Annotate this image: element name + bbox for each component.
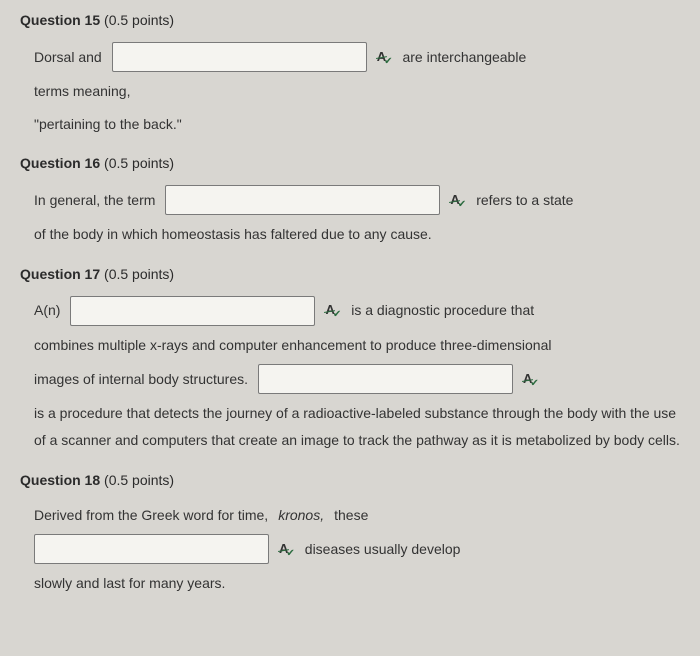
- spellcheck-icon[interactable]: A✔: [279, 537, 295, 562]
- question-points: (0.5 points): [104, 472, 174, 488]
- q17-text-2: is a diagnostic procedure that: [351, 297, 534, 324]
- q17-text-3: combines multiple x-rays and computer en…: [34, 332, 552, 359]
- q15-text-1: Dorsal and: [34, 44, 102, 71]
- spellcheck-icon[interactable]: A✔: [523, 367, 539, 392]
- question-points: (0.5 points): [104, 12, 174, 28]
- q17-text-1: A(n): [34, 297, 60, 324]
- spellcheck-icon[interactable]: A✔: [377, 45, 393, 70]
- question-15: Question 15 (0.5 points) Dorsal and A✔ a…: [20, 12, 680, 137]
- spellcheck-icon[interactable]: A✔: [450, 188, 466, 213]
- q15-blank-1[interactable]: [112, 42, 367, 72]
- q15-text-2: are interchangeable: [402, 44, 526, 71]
- q18-blank-1[interactable]: [34, 534, 269, 564]
- q17-blank-2[interactable]: [258, 364, 513, 394]
- q15-text-4: "pertaining to the back.": [34, 111, 182, 138]
- spellcheck-icon[interactable]: A✔: [325, 298, 341, 323]
- q18-text-3: slowly and last for many years.: [34, 570, 225, 597]
- q18-text-1-italic: kronos,: [278, 502, 324, 529]
- q16-blank-1[interactable]: [165, 185, 440, 215]
- question-number: Question 17: [20, 266, 100, 282]
- question-17-body: A(n) A✔ is a diagnostic procedure that c…: [20, 296, 680, 454]
- q18-text-1b: these: [334, 502, 368, 529]
- q18-text-2: diseases usually develop: [305, 536, 461, 563]
- q16-text-3: of the body in which homeostasis has fal…: [34, 221, 432, 248]
- q17-blank-1[interactable]: [70, 296, 315, 326]
- question-16: Question 16 (0.5 points) In general, the…: [20, 155, 680, 248]
- q18-text-1: Derived from the Greek word for time,: [34, 502, 268, 529]
- question-15-body: Dorsal and A✔ are interchangeable terms …: [20, 42, 680, 137]
- q15-text-3: terms meaning,: [34, 78, 130, 105]
- question-16-header: Question 16 (0.5 points): [20, 155, 680, 171]
- q16-text-2: refers to a state: [476, 187, 573, 214]
- q17-text-5: is a procedure that detects the journey …: [34, 400, 680, 453]
- question-number: Question 16: [20, 155, 100, 171]
- question-points: (0.5 points): [104, 266, 174, 282]
- question-15-header: Question 15 (0.5 points): [20, 12, 680, 28]
- question-number: Question 15: [20, 12, 100, 28]
- question-18-header: Question 18 (0.5 points): [20, 472, 680, 488]
- question-16-body: In general, the term A✔ refers to a stat…: [20, 185, 680, 248]
- question-number: Question 18: [20, 472, 100, 488]
- question-17-header: Question 17 (0.5 points): [20, 266, 680, 282]
- q17-text-4: images of internal body structures.: [34, 366, 248, 393]
- q16-text-1: In general, the term: [34, 187, 155, 214]
- question-17: Question 17 (0.5 points) A(n) A✔ is a di…: [20, 266, 680, 454]
- question-18-body: Derived from the Greek word for time, kr…: [20, 502, 680, 597]
- question-18: Question 18 (0.5 points) Derived from th…: [20, 472, 680, 597]
- question-points: (0.5 points): [104, 155, 174, 171]
